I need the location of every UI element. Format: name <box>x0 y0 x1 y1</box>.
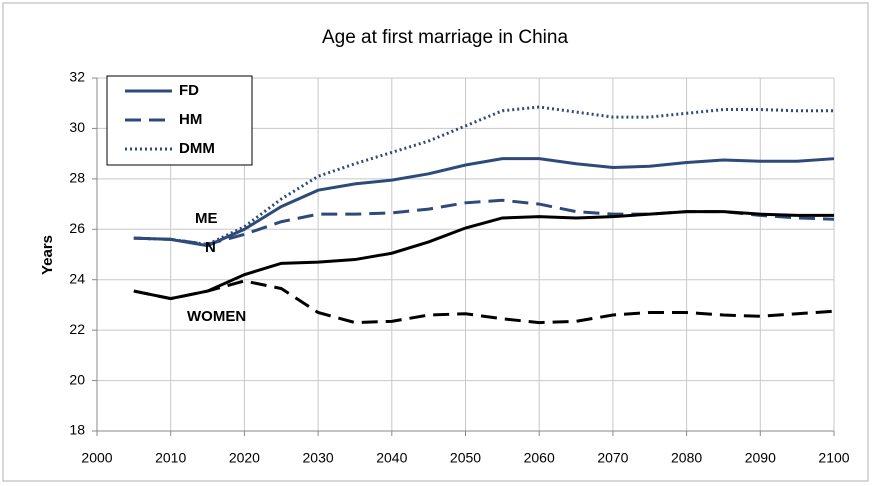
annotation: ME <box>195 210 218 227</box>
x-tick-label: 2010 <box>155 450 186 466</box>
y-tick-label: 26 <box>69 220 85 236</box>
y-axis-label: Years <box>39 235 56 275</box>
x-tick-label: 2080 <box>671 450 702 466</box>
series-line <box>133 210 834 301</box>
y-tick-label: 32 <box>69 69 85 85</box>
x-tick-label: 2060 <box>524 450 555 466</box>
y-tick-label: 24 <box>69 270 85 286</box>
legend-label: HM <box>179 111 202 128</box>
legend-label: FD <box>179 82 199 99</box>
x-tick-label: 2040 <box>376 450 407 466</box>
x-tick-label: 2030 <box>303 450 334 466</box>
legend-label: DMM <box>179 140 215 157</box>
chart-title: Age at first marriage in China <box>322 27 568 48</box>
annotation: N <box>205 239 216 256</box>
series-line <box>133 157 835 248</box>
x-tick-label: 2000 <box>81 450 112 466</box>
y-tick-label: 20 <box>69 371 85 387</box>
series-line <box>133 279 835 325</box>
x-tick-label: 2050 <box>450 450 481 466</box>
y-tick-label: 28 <box>69 170 85 186</box>
y-tick-label: 18 <box>69 422 85 438</box>
x-tick-label: 2090 <box>745 450 776 466</box>
annotation: WOMEN <box>187 308 246 325</box>
x-tick-label: 2020 <box>229 450 260 466</box>
x-tick-label: 2100 <box>818 450 849 466</box>
y-tick-label: 22 <box>69 321 85 337</box>
x-tick-label: 2070 <box>597 450 628 466</box>
series-line <box>133 105 834 246</box>
y-tick-label: 30 <box>69 119 85 135</box>
